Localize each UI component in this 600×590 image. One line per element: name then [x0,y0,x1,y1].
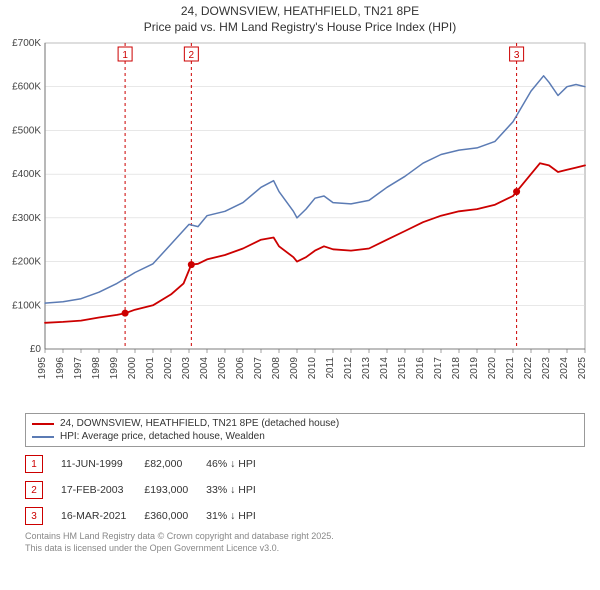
svg-text:2015: 2015 [397,357,408,380]
legend-label: 24, DOWNSVIEW, HEATHFIELD, TN21 8PE (det… [60,418,339,429]
svg-text:2000: 2000 [127,357,138,380]
sale-price: £82,000 [144,451,206,477]
sale-price: £360,000 [144,503,206,529]
chart-svg: £0 £100K £200K £300K £400K £500K £600K £700K 199… [10,37,590,407]
svg-text:2007: 2007 [253,357,264,380]
footer-attribution: Contains HM Land Registry data © Crown c… [25,531,585,554]
svg-text:2016: 2016 [415,357,426,380]
svg-text:2006: 2006 [235,357,246,380]
sale-date: 11-JUN-1999 [61,451,144,477]
svg-text:2020: 2020 [487,357,498,380]
svg-text:3: 3 [514,50,520,61]
svg-text:2005: 2005 [217,357,228,380]
title-line-1: 24, DOWNSVIEW, HEATHFIELD, TN21 8PE [0,4,600,20]
sale-delta: 31% ↓ HPI [206,503,274,529]
sales-table: 111-JUN-1999£82,00046% ↓ HPI217-FEB-2003… [25,451,274,529]
chart-title: 24, DOWNSVIEW, HEATHFIELD, TN21 8PE Pric… [0,0,600,37]
svg-text:£0: £0 [30,344,42,355]
svg-text:2017: 2017 [433,357,444,380]
sale-delta: 33% ↓ HPI [206,477,274,503]
svg-text:2013: 2013 [361,357,372,380]
title-line-2: Price paid vs. HM Land Registry's House … [0,20,600,36]
svg-text:2024: 2024 [559,357,570,380]
sale-marker: 3 [25,503,61,529]
svg-text:2025: 2025 [577,357,588,380]
price-chart: £0 £100K £200K £300K £400K £500K £600K £700K 199… [10,37,590,407]
svg-text:2001: 2001 [145,357,156,380]
svg-text:2009: 2009 [289,357,300,380]
legend-row: 24, DOWNSVIEW, HEATHFIELD, TN21 8PE (det… [32,417,578,430]
svg-text:2018: 2018 [451,357,462,380]
svg-text:£700K: £700K [12,38,41,49]
svg-text:1: 1 [122,50,128,61]
sale-date: 17-FEB-2003 [61,477,144,503]
svg-text:£500K: £500K [12,126,41,137]
legend: 24, DOWNSVIEW, HEATHFIELD, TN21 8PE (det… [25,413,585,447]
svg-text:2021: 2021 [505,357,516,380]
svg-text:2023: 2023 [541,357,552,380]
svg-text:2019: 2019 [469,357,480,380]
svg-text:£600K: £600K [12,82,41,93]
sale-marker: 2 [25,477,61,503]
legend-swatch-red [32,423,54,425]
svg-text:£100K: £100K [12,300,41,311]
svg-text:2: 2 [189,50,195,61]
legend-row: HPI: Average price, detached house, Weal… [32,430,578,443]
svg-text:2022: 2022 [523,357,534,380]
svg-text:£300K: £300K [12,213,41,224]
svg-text:2003: 2003 [181,357,192,380]
svg-text:1999: 1999 [109,357,120,380]
sales-row: 111-JUN-1999£82,00046% ↓ HPI [25,451,274,477]
svg-text:1995: 1995 [37,357,48,380]
sale-date: 16-MAR-2021 [61,503,144,529]
legend-label: HPI: Average price, detached house, Weal… [60,431,265,442]
svg-text:£200K: £200K [12,257,41,268]
svg-text:2004: 2004 [199,357,210,380]
sales-row: 316-MAR-2021£360,00031% ↓ HPI [25,503,274,529]
svg-text:£400K: £400K [12,169,41,180]
sale-marker: 1 [25,451,61,477]
footer-line-2: This data is licensed under the Open Gov… [25,543,585,555]
svg-text:2010: 2010 [307,357,318,380]
svg-text:1997: 1997 [73,357,84,380]
svg-text:2014: 2014 [379,357,390,380]
svg-text:2012: 2012 [343,357,354,380]
svg-text:1998: 1998 [91,357,102,380]
footer-line-1: Contains HM Land Registry data © Crown c… [25,531,585,543]
legend-swatch-blue [32,436,54,438]
sales-row: 217-FEB-2003£193,00033% ↓ HPI [25,477,274,503]
sale-delta: 46% ↓ HPI [206,451,274,477]
svg-text:2011: 2011 [325,357,336,379]
svg-text:2002: 2002 [163,357,174,380]
svg-text:2008: 2008 [271,357,282,380]
sale-price: £193,000 [144,477,206,503]
svg-text:1996: 1996 [55,357,66,380]
